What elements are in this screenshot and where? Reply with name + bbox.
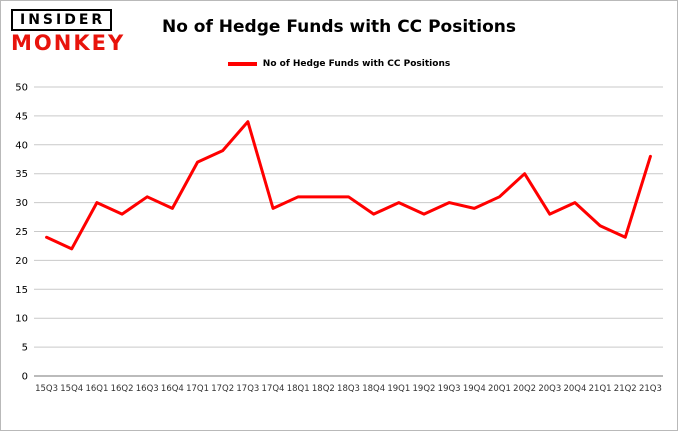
x-tick-label: 20Q2 xyxy=(513,384,536,394)
x-tick-label: 16Q2 xyxy=(111,384,134,394)
y-tick-label: 20 xyxy=(15,256,28,267)
x-tick-label: 20Q4 xyxy=(563,384,586,394)
y-tick-label: 45 xyxy=(15,111,28,122)
page-title: No of Hedge Funds with CC Positions xyxy=(161,17,517,37)
y-tick-label: 40 xyxy=(15,140,28,151)
x-tick-label: 17Q1 xyxy=(186,384,209,394)
legend-line-swatch xyxy=(227,62,257,66)
x-tick-label: 16Q4 xyxy=(161,384,184,394)
series-line xyxy=(45,120,652,251)
insider-monkey-logo: INSIDER MONKEY xyxy=(11,9,125,54)
logo-monkey-text: MONKEY xyxy=(11,31,126,55)
x-tick-label: 15Q3 xyxy=(35,384,58,394)
logo-insider-text: INSIDER xyxy=(11,9,113,31)
x-tick-label: 20Q3 xyxy=(538,384,561,394)
x-tick-label: 19Q1 xyxy=(387,384,410,394)
x-tick-label: 21Q3 xyxy=(639,384,662,394)
x-tick-label: 19Q4 xyxy=(463,384,486,394)
x-tick-label: 19Q3 xyxy=(438,384,461,394)
x-tick-label: 18Q2 xyxy=(312,384,335,394)
x-tick-label: 16Q1 xyxy=(85,384,108,394)
x-tick-label: 18Q3 xyxy=(337,384,360,394)
x-tick-label: 18Q1 xyxy=(287,384,310,394)
y-tick-label: 30 xyxy=(15,198,28,209)
y-tick-label: 15 xyxy=(15,285,28,296)
chart-legend: No of Hedge Funds with CC Positions xyxy=(1,59,677,69)
y-tick-label: 50 xyxy=(15,83,28,94)
x-tick-label: 17Q4 xyxy=(262,384,285,394)
y-tick-label: 0 xyxy=(22,372,28,383)
y-tick-label: 10 xyxy=(15,314,28,325)
x-tick-label: 21Q1 xyxy=(589,384,612,394)
y-tick-label: 35 xyxy=(15,169,28,180)
legend-label: No of Hedge Funds with CC Positions xyxy=(262,59,451,69)
x-tick-label: 16Q3 xyxy=(136,384,159,394)
x-tick-label: 17Q3 xyxy=(236,384,259,394)
line-chart: 0 5 10 15 20 25 30 35 40 45 50 15Q3 15Q4 16Q1 16Q2 16Q3… xyxy=(15,83,663,394)
y-tick-label: 5 xyxy=(22,343,28,354)
x-tick-label: 18Q4 xyxy=(362,384,385,394)
x-tick-label: 19Q2 xyxy=(413,384,436,394)
x-tick-label: 15Q4 xyxy=(60,384,83,394)
x-tick-label: 20Q1 xyxy=(488,384,511,394)
y-tick-label: 25 xyxy=(15,227,28,238)
x-tick-label: 21Q2 xyxy=(614,384,637,394)
x-tick-label: 17Q2 xyxy=(211,384,234,394)
